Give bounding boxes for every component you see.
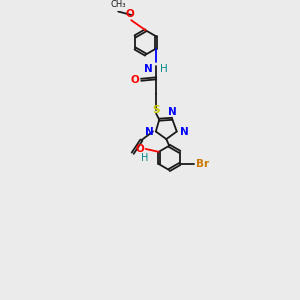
Text: H: H: [160, 64, 167, 74]
Text: N: N: [168, 107, 177, 117]
Text: O: O: [130, 75, 139, 85]
Text: S: S: [152, 105, 160, 115]
Text: CH₃: CH₃: [110, 0, 126, 9]
Text: O: O: [125, 9, 134, 19]
Text: O: O: [136, 144, 144, 154]
Text: N: N: [180, 127, 188, 136]
Text: Br: Br: [196, 159, 209, 169]
Text: H: H: [140, 153, 148, 163]
Text: N: N: [144, 64, 153, 74]
Text: N: N: [145, 127, 154, 136]
